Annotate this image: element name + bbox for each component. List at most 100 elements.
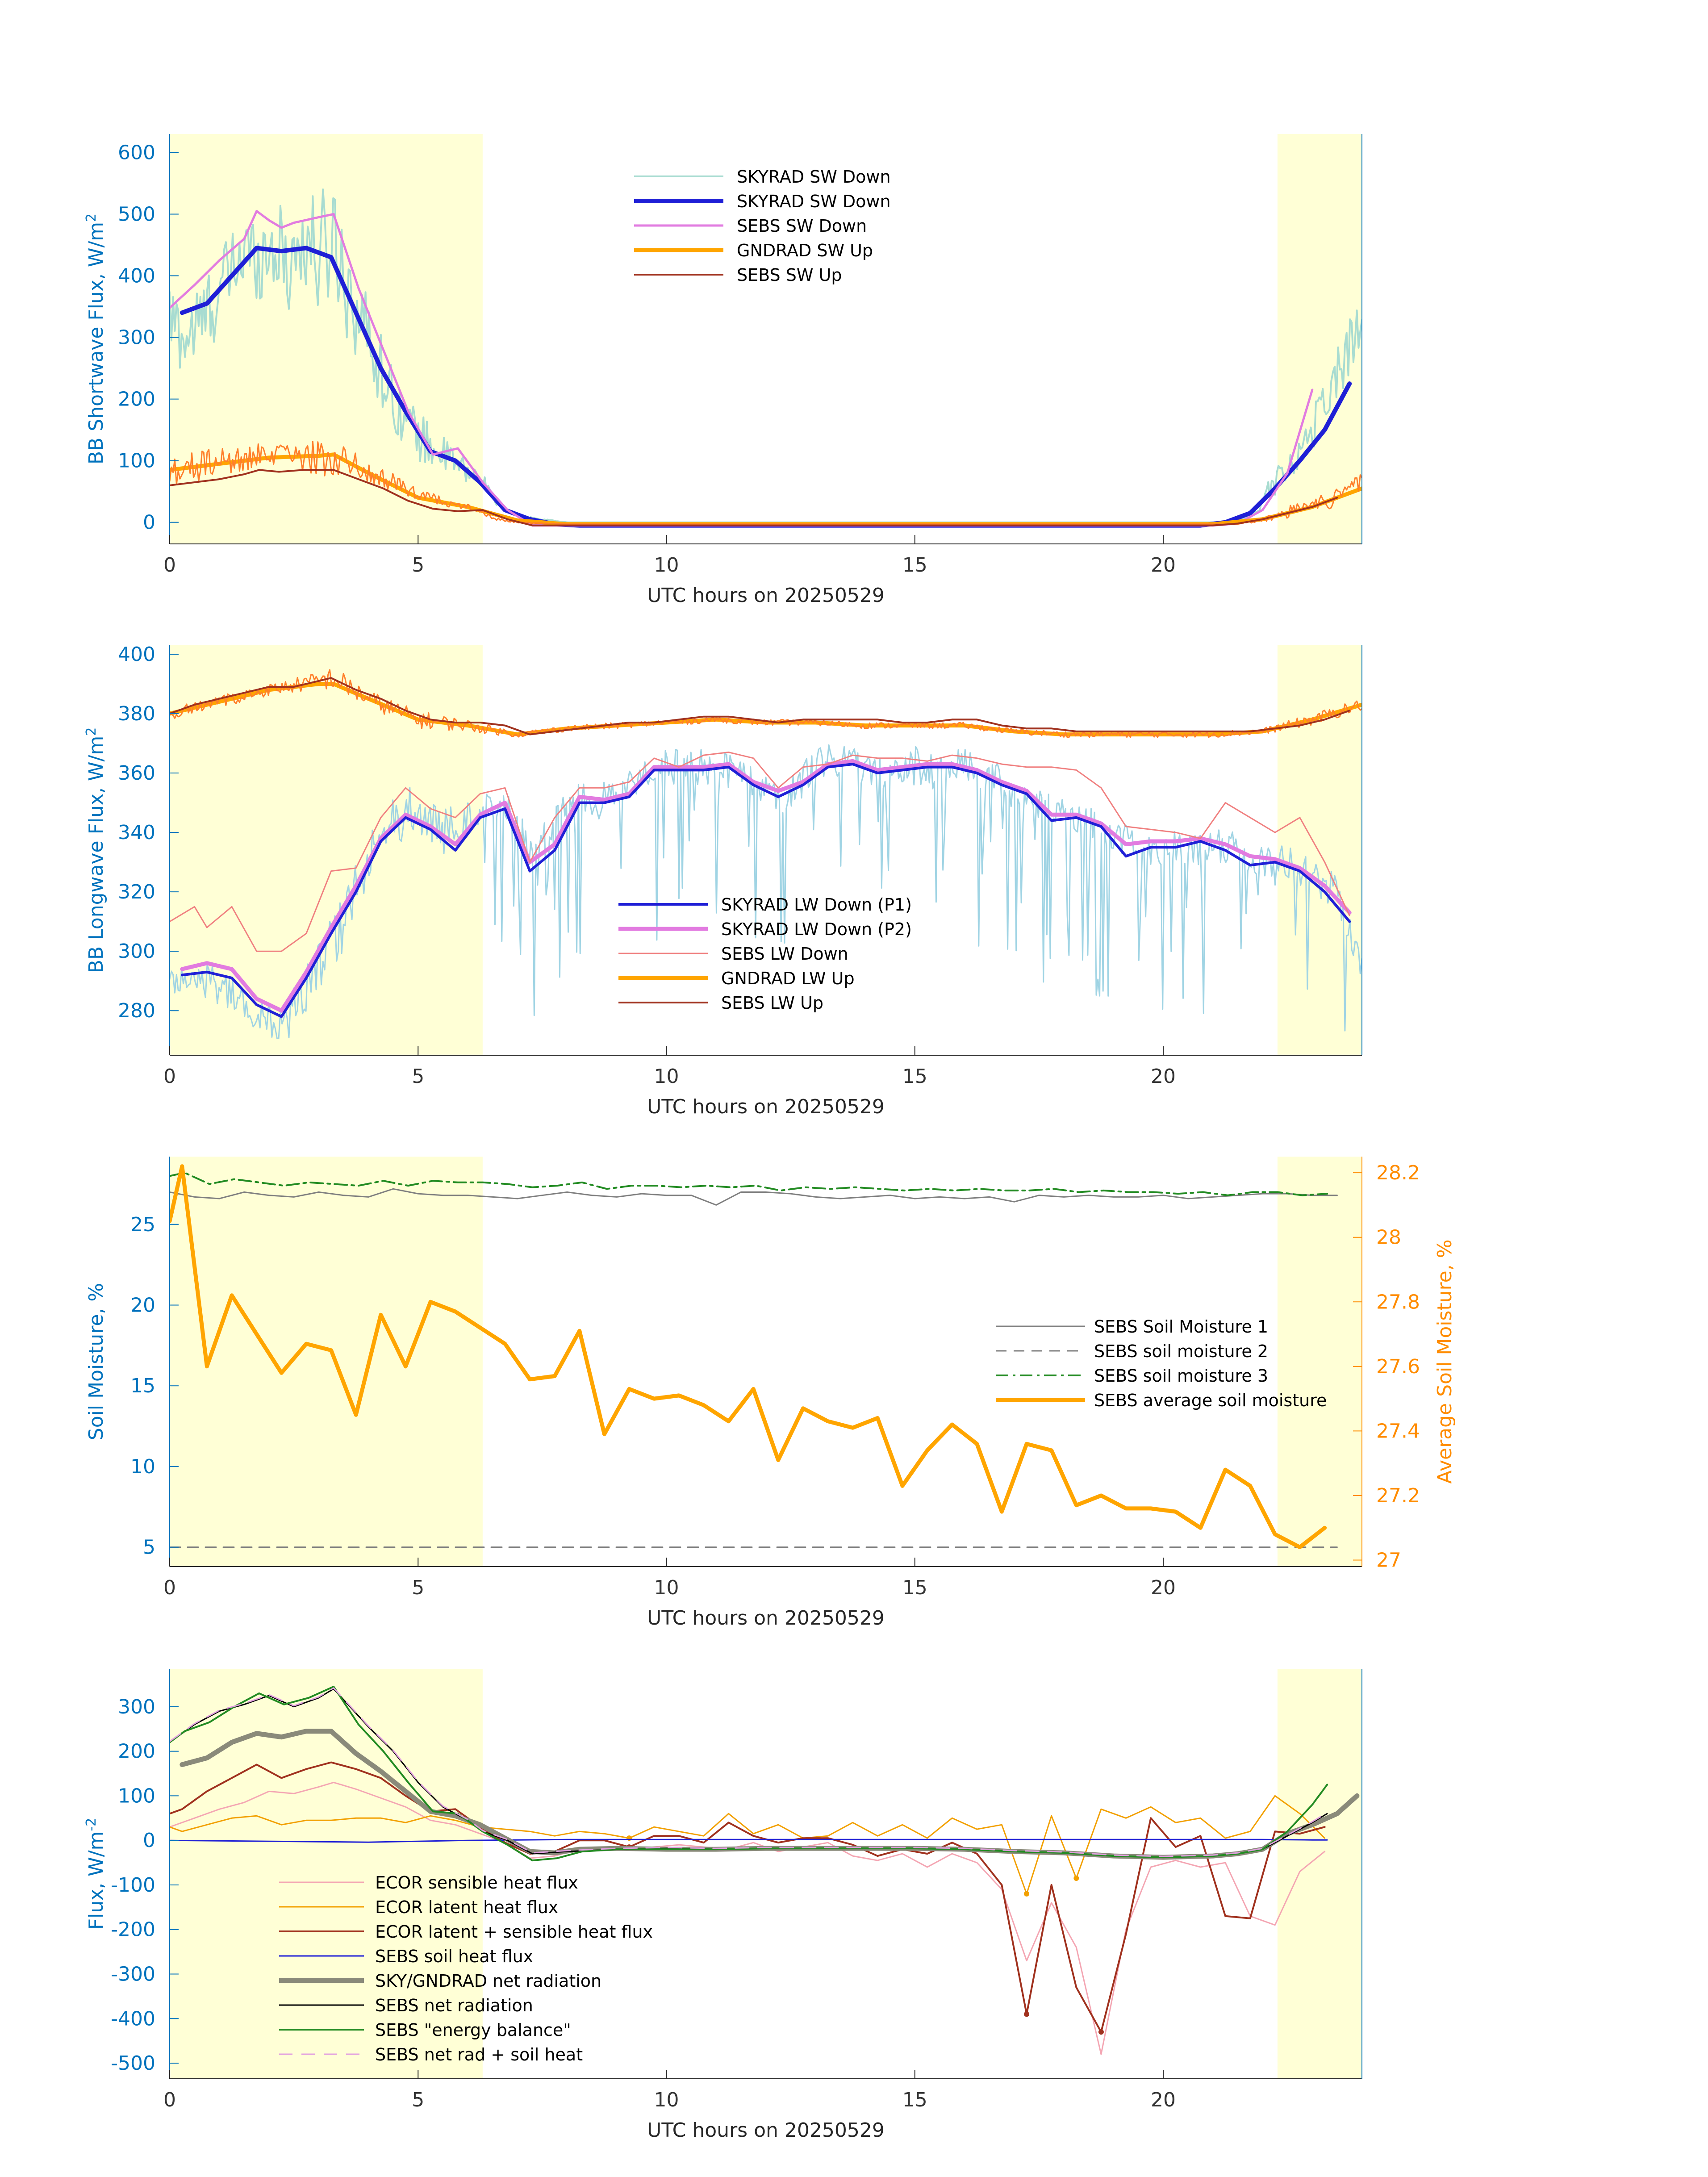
legend-entry: ECOR latent heat flux: [375, 1897, 558, 1917]
series-group: [170, 188, 1362, 528]
legend-entry: SEBS net radiation: [375, 1996, 533, 2015]
legend: SEBS Soil Moisture 1 SEBS soil moisture 2…: [996, 1317, 1327, 1410]
y-tick-label: 300: [118, 1696, 155, 1718]
y-tick-label: -200: [111, 1918, 155, 1941]
y-tick-label-right: 28: [1376, 1226, 1401, 1249]
x-tick-label: 15: [902, 1576, 927, 1599]
y-tick-label-right: 28.2: [1376, 1162, 1420, 1184]
night-shade: [170, 1669, 483, 2079]
legend-entry: SKYRAD SW Down: [737, 167, 891, 187]
y-tick-label: 200: [118, 388, 155, 411]
legend-entry: SEBS "energy balance": [375, 2020, 571, 2040]
legend-entry: SKY/GNDRAD net radiation: [375, 1971, 601, 1991]
x-axis-label: UTC hours on 20250529: [647, 1095, 885, 1118]
x-tick-label: 5: [412, 1576, 424, 1599]
series-line-sebs-net-rad-soil-heat: [170, 1687, 1328, 1857]
y-axis-label-text: BB Shortwave Flux, W/m: [85, 222, 108, 464]
y-tick-label: 300: [118, 940, 155, 963]
y-tick-label: 20: [130, 1294, 155, 1317]
y-tick-label: 280: [118, 999, 155, 1022]
x-tick-label: 15: [902, 1065, 927, 1088]
legend-entry: SEBS LW Down: [721, 944, 848, 964]
series-line-skyrad-lw-down-p2-: [180, 759, 1352, 1013]
y-tick-label: 15: [130, 1375, 155, 1397]
y-tick-label: 340: [118, 821, 155, 844]
y-tick-label-right: 27.8: [1376, 1291, 1420, 1313]
y-tick-label: 400: [118, 643, 155, 666]
legend-entry: ECOR sensible heat flux: [375, 1873, 578, 1893]
y-tick-label: 380: [118, 702, 155, 725]
y-tick-label-right: 27.2: [1376, 1484, 1420, 1507]
x-axis-label: UTC hours on 20250529: [647, 1607, 885, 1630]
series-line-gndrad-sw-up: [170, 452, 1362, 526]
series-group: [170, 669, 1362, 1039]
legend-entry: GNDRAD SW Up: [737, 241, 873, 260]
night-shade: [170, 134, 483, 544]
series-line-skyrad-lw-down-p1-: [180, 763, 1351, 1018]
series-line-ecor-latent-heat-flux: [170, 1795, 1326, 1895]
legend-entry: ECOR latent + sensible heat flux: [375, 1922, 653, 1942]
series-line-sebs-average-soil-moisture: [170, 1164, 1327, 1550]
series-line-gndrad-lw-up-noisy-: [170, 669, 1362, 738]
y-tick-label: -500: [111, 2052, 155, 2075]
y-axis-label-text: Flux, W/m: [85, 1831, 108, 1930]
series-line-sebs-soil-moisture-1: [170, 1188, 1338, 1206]
series-line-sebs-soil-moisture-3: [170, 1172, 1328, 1196]
y-axis-label-right: Average Soil Moisture, %: [1433, 1239, 1456, 1483]
y-axis-label: Soil Moisture, %: [85, 1283, 108, 1440]
x-tick-label: 20: [1151, 554, 1176, 577]
y-tick-label: 200: [118, 1740, 155, 1763]
y-axis-label-text: BB Longwave Flux, W/m: [85, 736, 108, 974]
series-line-ecor-latent-sensible-heat-flux: [170, 1761, 1326, 2033]
y-tick-label: -400: [111, 2007, 155, 2030]
x-tick-label: 20: [1151, 1576, 1176, 1599]
y-tick-label: 25: [130, 1213, 155, 1236]
legend: SKYRAD SW Down SKYRAD SW Down SEBS SW Down…: [634, 167, 891, 285]
x-tick-label: 5: [412, 2089, 424, 2111]
y-axis-label-text: Soil Moisture, %: [85, 1283, 108, 1440]
y-tick-label: -300: [111, 1963, 155, 1986]
legend: SKYRAD LW Down (P1) SKYRAD LW Down (P2) SE…: [618, 895, 912, 1013]
night-shade: [1277, 1157, 1362, 1567]
legend-entry: SEBS net rad + soil heat: [375, 2045, 583, 2064]
y-axis-label-superscript: 2: [84, 727, 99, 736]
legend-entry: SKYRAD LW Down (P2): [721, 919, 912, 939]
data-point: [1073, 1875, 1079, 1881]
y-tick-label: 100: [118, 450, 155, 472]
x-tick-label: 0: [163, 1065, 176, 1088]
x-tick-label: 5: [412, 1065, 424, 1088]
legend-entry: GNDRAD LW Up: [721, 969, 855, 988]
x-tick-label: 20: [1151, 1065, 1176, 1088]
y-tick-label: 360: [118, 762, 155, 785]
legend-entry: SEBS soil moisture 3: [1094, 1366, 1268, 1386]
data-point: [1024, 1891, 1030, 1897]
y-tick-label: 5: [143, 1536, 155, 1559]
series-line-gndrad-sw-up-noisy-: [170, 441, 1362, 525]
series-line-sebs-sw-up: [170, 469, 1338, 526]
legend-entry: SEBS average soil moisture: [1094, 1391, 1327, 1410]
x-tick-label: 20: [1151, 2089, 1176, 2111]
y-tick-label: 600: [118, 141, 155, 164]
legend-entry: SEBS soil heat flux: [375, 1947, 533, 1966]
series-group: [170, 1685, 1360, 2055]
y-axis-label-superscript: 2: [84, 213, 99, 222]
y-tick-label-right: 27.6: [1376, 1355, 1420, 1378]
x-tick-label: 0: [163, 554, 176, 577]
y-tick-label: 100: [118, 1784, 155, 1807]
y-axis-label-superscript: -2: [84, 1818, 99, 1831]
legend-entry: SKYRAD LW Down (P1): [721, 895, 912, 915]
x-tick-label: 15: [902, 554, 927, 577]
y-tick-label: 0: [143, 511, 155, 534]
y-axis-label: BB Longwave Flux, W/m2: [84, 727, 108, 974]
y-tick-label: 10: [130, 1455, 155, 1478]
night-shade: [1277, 134, 1362, 544]
series-line-sebs-lw-up: [170, 677, 1351, 735]
y-axis-label: Flux, W/m-2: [84, 1818, 108, 1930]
x-axis-label: UTC hours on 20250529: [647, 2119, 885, 2142]
x-tick-label: 10: [654, 1576, 679, 1599]
legend-entry: SEBS SW Down: [737, 216, 867, 236]
y-tick-label-right: 27.4: [1376, 1420, 1420, 1442]
data-point: [1098, 2029, 1104, 2035]
night-shade: [1277, 1669, 1362, 2079]
